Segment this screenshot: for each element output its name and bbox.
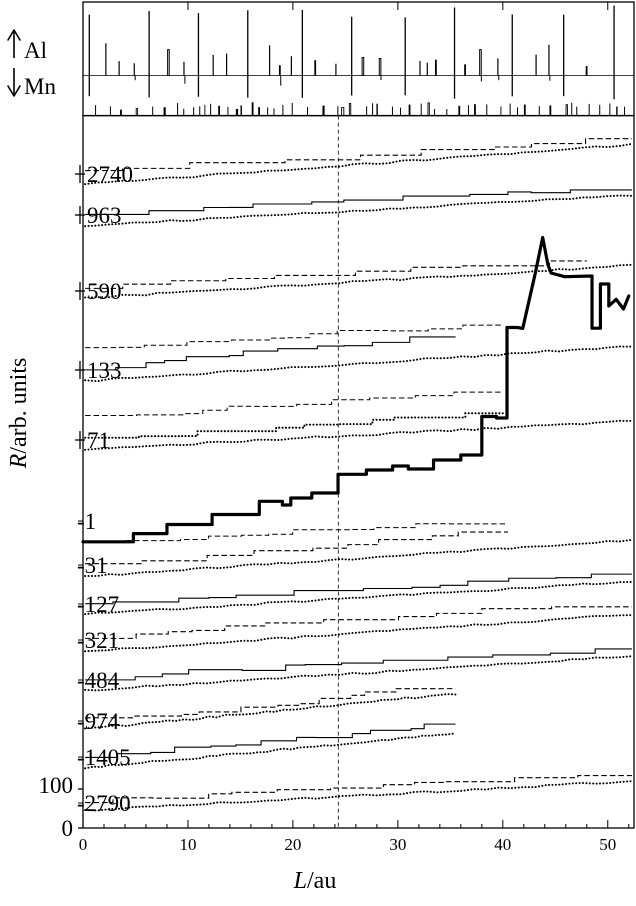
svg-text:Mn: Mn — [24, 74, 56, 99]
svg-text:30: 30 — [389, 835, 406, 854]
svg-text:-127: -127 — [77, 592, 119, 617]
svg-text:963: 963 — [87, 203, 122, 228]
svg-text:R/arb. units: R/arb. units — [6, 358, 32, 470]
svg-text:590: 590 — [87, 279, 122, 304]
svg-text:50: 50 — [599, 835, 616, 854]
svg-text:10: 10 — [179, 835, 196, 854]
svg-text:L/au: L/au — [293, 868, 337, 894]
svg-text:2740: 2740 — [87, 162, 133, 187]
svg-text:0: 0 — [79, 835, 88, 854]
svg-text:-1: -1 — [77, 509, 96, 534]
svg-text:-1405: -1405 — [77, 745, 131, 770]
svg-text:0: 0 — [62, 816, 74, 841]
svg-text:133: 133 — [87, 358, 122, 383]
svg-text:-484: -484 — [77, 668, 120, 693]
svg-text:71: 71 — [87, 428, 110, 453]
svg-text:-321: -321 — [77, 628, 119, 653]
svg-text:40: 40 — [494, 835, 511, 854]
svg-text:-31: -31 — [77, 553, 108, 578]
svg-text:Al: Al — [24, 38, 47, 63]
svg-text:100: 100 — [39, 773, 74, 798]
svg-text:-2790: -2790 — [77, 791, 131, 816]
svg-text:-974: -974 — [77, 709, 120, 734]
svg-text:20: 20 — [284, 835, 301, 854]
